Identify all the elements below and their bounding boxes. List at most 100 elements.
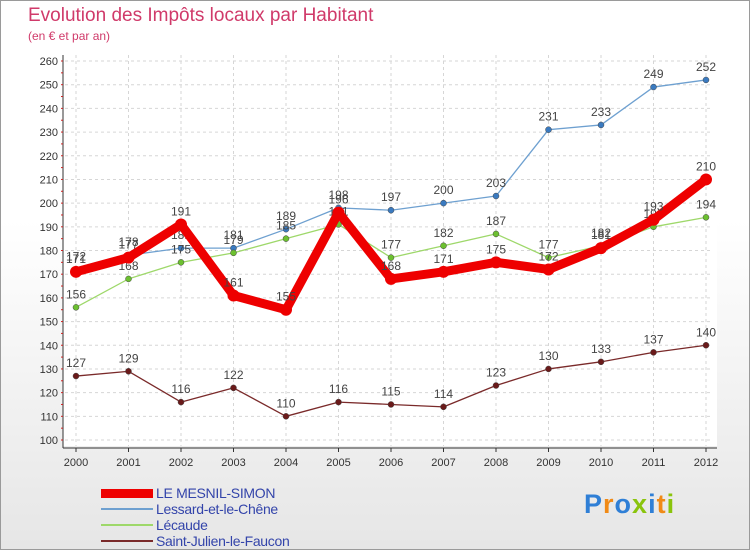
- data-point: [545, 126, 552, 133]
- y-tick-label: 230: [40, 127, 58, 139]
- data-label: 123: [486, 366, 506, 380]
- data-label: 187: [486, 214, 506, 228]
- data-point: [545, 254, 552, 261]
- data-label: 172: [66, 249, 86, 263]
- data-label: 177: [538, 238, 558, 252]
- data-point: [545, 365, 552, 373]
- data-point: [177, 259, 185, 266]
- data-point: [702, 76, 710, 84]
- data-point: [387, 206, 395, 214]
- data-label: 155: [276, 290, 296, 304]
- data-label: 189: [276, 209, 296, 223]
- logo-letter: x: [632, 489, 649, 519]
- x-tick-label: 2002: [169, 457, 193, 469]
- data-point: [437, 265, 450, 278]
- legend-item-lecaude: Lécaude: [101, 517, 361, 533]
- y-tick-label: 260: [40, 56, 58, 68]
- data-point: [70, 265, 82, 278]
- logo-letter: i: [666, 489, 676, 519]
- data-point: [387, 401, 395, 408]
- data-point: [440, 199, 447, 207]
- data-label: 116: [171, 382, 190, 396]
- data-label: 130: [538, 349, 558, 363]
- data-label: 127: [66, 356, 86, 370]
- x-tick-label: 2000: [64, 457, 88, 469]
- x-tick-label: 2005: [326, 457, 350, 469]
- data-label: 115: [381, 384, 400, 398]
- data-label: 122: [223, 368, 243, 382]
- data-label: 133: [591, 342, 611, 356]
- data-label: 249: [643, 67, 663, 81]
- data-point: [542, 263, 555, 276]
- data-point: [282, 413, 290, 420]
- data-label: 137: [643, 332, 663, 346]
- legend-label: Saint-Julien-le-Faucon: [156, 533, 290, 549]
- data-point: [72, 372, 80, 380]
- data-point: [282, 225, 290, 233]
- x-tick-label: 2008: [484, 457, 508, 469]
- data-point: [332, 206, 345, 219]
- data-label: 182: [591, 226, 611, 240]
- data-label: 233: [591, 105, 611, 119]
- logo-letter: o: [614, 489, 633, 519]
- data-point: [177, 398, 185, 406]
- data-label: 181: [223, 228, 243, 242]
- logo-letter: P: [584, 489, 604, 519]
- data-label: 168: [381, 259, 401, 273]
- legend-item-saint-julien-le-faucon: Saint-Julien-le-Faucon: [101, 533, 361, 549]
- data-point: [490, 256, 502, 269]
- data-label: 182: [433, 226, 453, 240]
- y-tick-label: 170: [40, 269, 58, 281]
- x-tick-label: 2011: [642, 457, 666, 469]
- data-label: 175: [171, 242, 191, 256]
- data-point: [702, 342, 710, 349]
- data-point: [492, 382, 500, 389]
- data-label: 181: [591, 228, 611, 242]
- data-point: [597, 121, 605, 129]
- data-point: [702, 214, 710, 221]
- x-tick-label: 2001: [116, 457, 140, 469]
- data-label: 179: [223, 233, 243, 247]
- data-point: [122, 251, 135, 264]
- y-tick-label: 180: [40, 246, 58, 258]
- data-label: 116: [329, 382, 348, 396]
- data-label: 231: [538, 110, 558, 124]
- data-label: 200: [433, 183, 453, 197]
- data-label: 129: [118, 351, 138, 365]
- logo-letter: i: [648, 489, 657, 519]
- x-tick-label: 2003: [221, 457, 245, 469]
- x-tick-label: 2004: [274, 457, 298, 469]
- data-label: 140: [696, 325, 716, 339]
- data-point: [650, 83, 657, 91]
- x-tick-label: 2009: [536, 457, 560, 469]
- data-point: [492, 230, 500, 238]
- data-point: [595, 242, 607, 255]
- logo-letter: r: [603, 489, 615, 519]
- legend-item-le-mesnil-simon: LE MESNIL-SIMON: [101, 485, 361, 501]
- data-label: 161: [223, 276, 243, 290]
- data-point: [175, 218, 187, 231]
- y-tick-label: 190: [40, 222, 58, 234]
- data-label: 177: [381, 238, 401, 252]
- data-point: [177, 244, 185, 252]
- data-point: [647, 213, 660, 226]
- data-point: [387, 254, 395, 261]
- proxiti-logo: Proxiti: [584, 489, 675, 520]
- y-tick-label: 110: [40, 411, 58, 423]
- x-tick-label: 2010: [589, 457, 613, 469]
- y-tick-label: 250: [40, 80, 58, 92]
- legend-swatch: [101, 508, 153, 510]
- y-tick-label: 220: [40, 151, 58, 163]
- data-point: [597, 358, 605, 366]
- data-point: [125, 368, 132, 375]
- data-label: 197: [381, 190, 401, 204]
- data-label: 185: [276, 219, 296, 233]
- data-label: 156: [66, 287, 86, 301]
- legend-swatch: [101, 540, 153, 542]
- data-point: [385, 272, 397, 285]
- data-label: 110: [276, 396, 295, 410]
- data-label: 177: [118, 238, 138, 252]
- legend-swatch: [101, 524, 153, 526]
- data-label: 252: [696, 60, 716, 74]
